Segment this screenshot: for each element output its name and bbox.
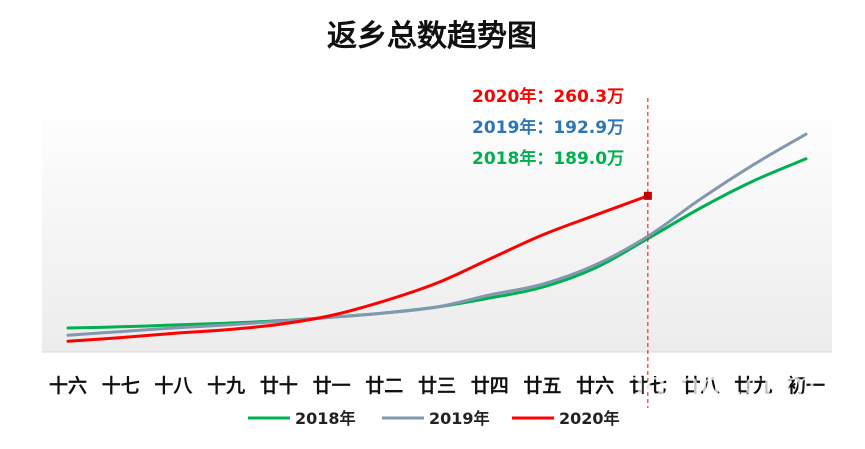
- marker-group: [643, 98, 652, 408]
- plot-background: [42, 100, 832, 352]
- annotation-0: 2020年：260.3万: [472, 86, 624, 107]
- x-tick-label: 廿九: [734, 375, 772, 397]
- x-tick-label: 十八: [154, 374, 193, 397]
- legend-label: 2020年: [559, 409, 620, 428]
- legend-label: 2019年: [429, 409, 490, 428]
- series-line-2019年: [66, 132, 808, 337]
- x-tick-label: 廿六: [576, 374, 614, 397]
- legend-label: 2018年: [295, 409, 356, 428]
- marker-point: [643, 191, 652, 200]
- x-tick-label: 廿五: [523, 375, 561, 397]
- x-tick-labels: 十六 十七 十八 十九 廿十 廿一 廿二 廿三 廿四 廿五 廿六 廿七 廿八 廿九 初一: [49, 374, 825, 397]
- chart-title: 返乡总数趋势图: [327, 19, 537, 54]
- x-tick-label: 廿三: [418, 375, 456, 397]
- series-lines: [66, 132, 808, 343]
- x-tick-label: 廿一: [313, 375, 351, 397]
- x-tick-label: 廿二: [365, 375, 403, 397]
- x-tick-label: 廿四: [471, 375, 509, 397]
- watermark: gdmm.com: [624, 365, 817, 405]
- legend: 2018年 2019年 2020年: [248, 409, 620, 428]
- x-tick-label: 十九: [207, 374, 245, 397]
- annotation-2: 2018年：189.0万: [472, 148, 624, 169]
- x-tick-label: 十七: [102, 374, 140, 397]
- x-tick-label: 十六: [49, 374, 87, 397]
- x-tick-label: 廿七: [629, 375, 667, 397]
- x-tick-label: 廿八: [682, 375, 721, 397]
- annotation-1: 2019年：192.9万: [472, 117, 624, 138]
- x-tick-label: 初一: [787, 374, 825, 397]
- series-line-2020年: [66, 194, 650, 343]
- annotations: 2020年：260.3万 2019年：192.9万 2018年：189.0万: [472, 86, 624, 169]
- x-tick-label: 廿十: [260, 374, 298, 397]
